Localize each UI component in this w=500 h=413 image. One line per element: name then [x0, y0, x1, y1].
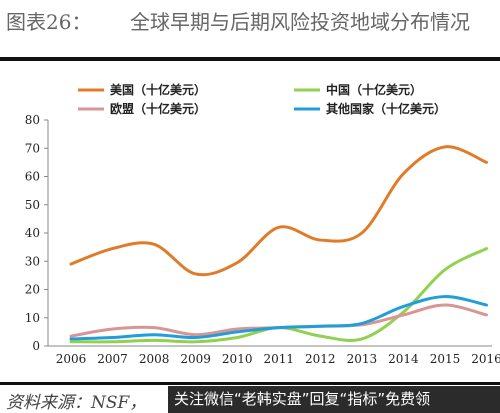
x-tick-label: 2015: [430, 352, 461, 366]
figure-label: 图表26：: [6, 10, 92, 34]
legend-label: 欧盟（十亿美元）: [110, 101, 206, 116]
series-line-3: [69, 295, 489, 341]
y-tick-label: 20: [25, 283, 40, 297]
series-line-0: [69, 145, 489, 277]
x-tick-label: 2014: [388, 352, 419, 366]
x-tick-label: 2012: [305, 352, 336, 366]
source-note: 资料来源：NSF，: [6, 393, 147, 413]
x-tick-label: 2009: [180, 352, 211, 366]
y-tick-label: 80: [25, 113, 40, 127]
bottom-divider: [0, 382, 500, 385]
x-tick-label: 2008: [139, 352, 170, 366]
legend-label: 其他国家（十亿美元）: [326, 101, 446, 116]
y-tick-label: 70: [25, 141, 40, 155]
legend-label: 美国（十亿美元）: [110, 82, 206, 97]
y-tick-label: 50: [25, 198, 40, 212]
x-tick-label: 2013: [347, 352, 378, 366]
top-divider: [0, 57, 500, 61]
title-bar: 图表26： 全球早期与后期风险投资地域分布情况: [0, 0, 500, 40]
y-tick-label: 30: [25, 254, 40, 268]
x-tick-label: 2006: [56, 352, 87, 366]
y-tick-label: 40: [25, 226, 40, 240]
chart-title: 全球早期与后期风险投资地域分布情况: [130, 10, 470, 34]
line-chart: 0 10 20 30 40 50 60 70 80 2006 2007 2008 2009 2010 201…: [25, 82, 500, 366]
x-tick-label: 2011: [263, 352, 294, 366]
y-tick-label: 60: [25, 170, 40, 184]
y-tick-label: 0: [32, 339, 40, 353]
y-tick-label: 10: [25, 311, 40, 325]
x-tick-label: 2016: [471, 352, 500, 366]
x-tick-label: 2007: [97, 352, 128, 366]
series-line-2: [69, 303, 489, 338]
x-tick-label: 2010: [222, 352, 253, 366]
watermark-banner: 关注微信“老韩实盘”回复“指标”免费领: [168, 386, 500, 413]
legend-label: 中国（十亿美元）: [326, 82, 422, 97]
